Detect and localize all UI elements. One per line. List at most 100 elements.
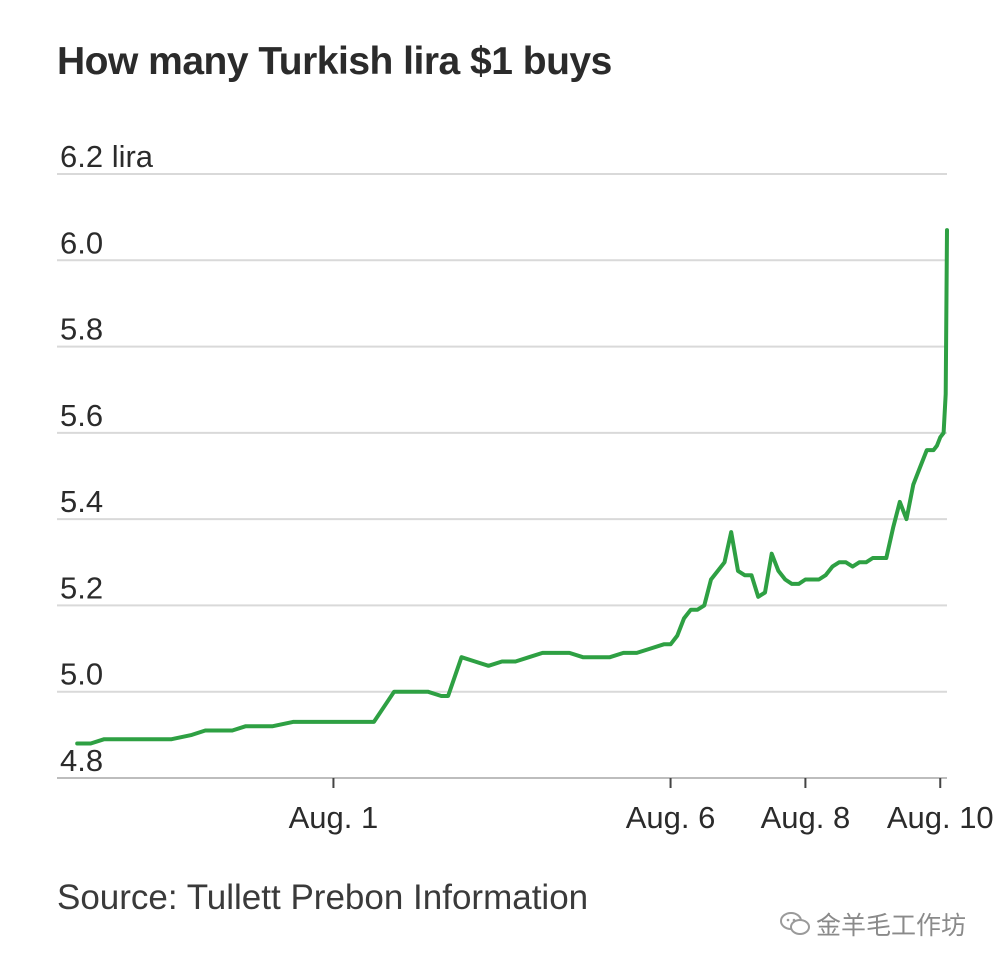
data-point (540, 651, 544, 655)
data-point (723, 560, 726, 564)
data-point (635, 651, 639, 655)
data-point (935, 444, 939, 448)
y-tick-label: 5.4 (60, 484, 103, 519)
data-point (89, 741, 93, 745)
data-point (925, 448, 929, 452)
data-point (392, 690, 396, 694)
data-point (891, 526, 895, 530)
data-point (817, 578, 821, 582)
data-point (149, 737, 153, 741)
y-tick-label: 6.2 lira (60, 139, 154, 174)
data-point (857, 560, 861, 564)
data-point (837, 560, 841, 564)
data-point (864, 560, 868, 564)
data-point (743, 573, 747, 577)
data-point (938, 435, 942, 439)
data-point (763, 590, 767, 594)
data-point (244, 724, 248, 728)
y-tick-label: 5.6 (60, 398, 103, 433)
data-point (460, 655, 464, 659)
data-point (190, 733, 194, 737)
data-point (412, 690, 416, 694)
data-point (898, 500, 902, 504)
data-point (736, 569, 740, 573)
data-point (594, 655, 598, 659)
data-point (918, 465, 922, 469)
y-axis-tick-labels: 6.2 lira 6.0 5.8 5.6 5.4 5.2 5.0 4.8 (60, 139, 154, 778)
series-line (75, 228, 949, 746)
y-tick-label: 5.2 (60, 570, 103, 605)
data-point (608, 655, 612, 659)
y-tick-label: 4.8 (60, 743, 103, 778)
data-point (729, 530, 733, 534)
data-point (527, 655, 531, 659)
data-point (352, 720, 356, 724)
data-point (311, 720, 315, 724)
data-point (372, 720, 376, 724)
x-tick-label: Aug. 8 (761, 800, 851, 835)
data-point (932, 448, 936, 452)
data-point (689, 608, 693, 612)
series-layer (75, 228, 949, 746)
data-point (696, 608, 700, 612)
x-tick-label: Aug. 1 (289, 800, 379, 835)
data-point (621, 651, 625, 655)
data-point (675, 634, 679, 638)
data-point (487, 664, 491, 668)
data-point (776, 569, 780, 573)
data-point (203, 729, 207, 733)
data-point (749, 573, 753, 577)
data-point (830, 565, 834, 569)
data-point (291, 720, 295, 724)
data-point (797, 582, 801, 586)
data-point (790, 582, 794, 586)
data-point (473, 660, 477, 664)
data-point (884, 556, 888, 560)
data-point (513, 660, 517, 664)
gridlines (57, 173, 947, 693)
line-chart: 6.2 lira 6.0 5.8 5.6 5.4 5.2 5.0 4.8 Aug. 1 Aug.… (57, 139, 994, 835)
data-point (230, 729, 234, 733)
data-point (567, 651, 571, 655)
data-point (500, 660, 504, 664)
data-point (878, 556, 882, 560)
data-point (669, 642, 673, 646)
data-point (945, 228, 949, 232)
y-tick-label: 5.0 (60, 657, 103, 692)
data-point (116, 737, 120, 741)
data-point (844, 560, 848, 564)
watermark: 金羊毛工作坊 (780, 906, 966, 942)
data-point (851, 565, 855, 569)
data-point (944, 392, 948, 396)
data-point (756, 595, 760, 599)
data-point (682, 616, 686, 620)
data-point (446, 694, 450, 698)
chart-title: How many Turkish lira $1 buys (57, 40, 612, 83)
data-point (439, 694, 443, 698)
watermark-text: 金羊毛工作坊 (816, 912, 967, 940)
data-point (331, 720, 335, 724)
data-point (803, 578, 807, 582)
data-point (716, 569, 720, 573)
data-point (129, 737, 133, 741)
data-point (581, 655, 585, 659)
data-point (554, 651, 558, 655)
data-point (271, 724, 275, 728)
data-point (871, 556, 875, 560)
data-point (662, 642, 666, 646)
data-point (170, 737, 174, 741)
data-point (770, 552, 774, 556)
data-point (810, 578, 814, 582)
data-point (102, 737, 106, 741)
y-tick-label: 5.8 (60, 312, 103, 347)
data-point (911, 483, 915, 487)
data-point (709, 578, 713, 582)
data-point (702, 603, 706, 607)
data-point (783, 578, 787, 582)
data-point (217, 729, 221, 733)
data-point (942, 431, 946, 435)
data-point (426, 690, 430, 694)
y-tick-label: 6.0 (60, 225, 103, 260)
source-note: Source: Tullett Prebon Information (57, 878, 589, 917)
x-tick-label: Aug. 6 (626, 800, 716, 835)
